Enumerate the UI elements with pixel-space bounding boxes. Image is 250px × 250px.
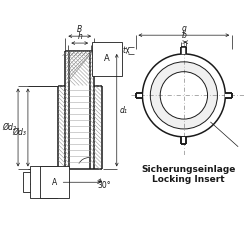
Circle shape (150, 62, 218, 129)
Text: A: A (52, 178, 57, 187)
Text: d₁: d₁ (120, 106, 128, 115)
Bar (182, 137, 186, 144)
Text: h: h (77, 32, 82, 41)
Text: x: x (42, 178, 46, 187)
Text: B: B (77, 25, 82, 34)
Text: Ød₃: Ød₃ (12, 128, 26, 137)
Bar (136, 93, 142, 98)
Text: b: b (182, 31, 186, 40)
Circle shape (160, 72, 208, 119)
Text: Locking Insert: Locking Insert (152, 175, 225, 184)
Bar (182, 47, 186, 54)
Bar (225, 93, 232, 98)
Text: A: A (104, 54, 110, 63)
Text: t: t (123, 46, 126, 55)
Text: ▱: ▱ (30, 179, 36, 185)
Text: g: g (182, 24, 186, 33)
Text: Ød₂: Ød₂ (2, 123, 16, 132)
Text: 30°: 30° (97, 181, 111, 190)
Text: Sicherungseinlage: Sicherungseinlage (142, 165, 236, 174)
